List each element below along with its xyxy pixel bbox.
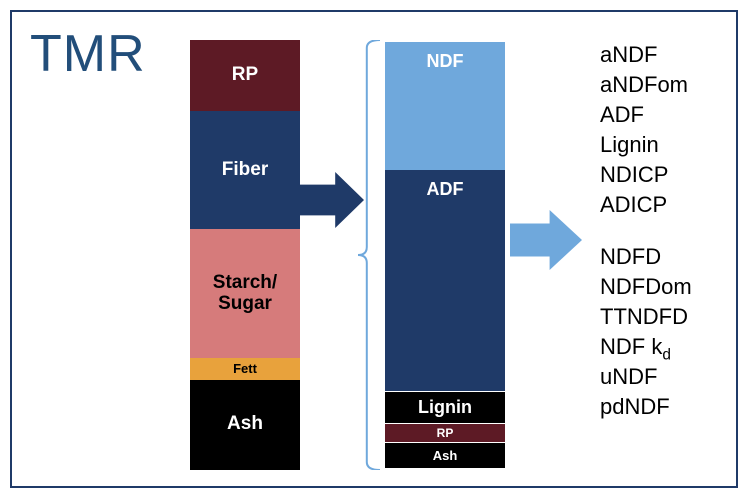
segment-rp2: RP: [385, 423, 505, 442]
segment-fiber: Fiber: [190, 111, 300, 229]
metric-label: NDFDom: [600, 274, 692, 304]
segment-starch: Starch/ Sugar: [190, 229, 300, 358]
metric-label: pdNDF: [600, 394, 692, 424]
metric-label: aNDF: [600, 42, 692, 72]
tmr-composition-bar: RPFiberStarch/ SugarFettAsh: [190, 40, 300, 470]
segment-adf: ADF: [385, 170, 505, 392]
arrow-fiber-to-ndf: [300, 172, 364, 228]
ndf-bracket: [358, 40, 380, 475]
metric-label: Lignin: [600, 132, 692, 162]
diagram-title: TMR: [30, 24, 146, 84]
segment-fett: Fett: [190, 358, 300, 380]
segment-lignin: Lignin: [385, 391, 505, 423]
segment-ndf: NDF: [385, 42, 505, 170]
arrow-ndf-to-metrics: [510, 210, 582, 270]
metric-label: NDFD: [600, 244, 692, 274]
metric-label: ADF: [600, 102, 692, 132]
ndf-composition-bar: NDFADFLigninRPAsh: [385, 42, 505, 468]
segment-ash2: Ash: [385, 442, 505, 468]
metric-label: aNDFom: [600, 72, 692, 102]
metric-label: TTNDFD: [600, 304, 692, 334]
fiber-metrics-list: aNDFaNDFomADFLigninNDICPADICP NDFDNDFDomT…: [600, 42, 692, 424]
metric-label: NDF kd: [600, 334, 692, 364]
segment-ash: Ash: [190, 380, 300, 470]
metric-label: ADICP: [600, 192, 692, 222]
metric-label: uNDF: [600, 364, 692, 394]
segment-rp: RP: [190, 40, 300, 111]
metric-label: NDICP: [600, 162, 692, 192]
